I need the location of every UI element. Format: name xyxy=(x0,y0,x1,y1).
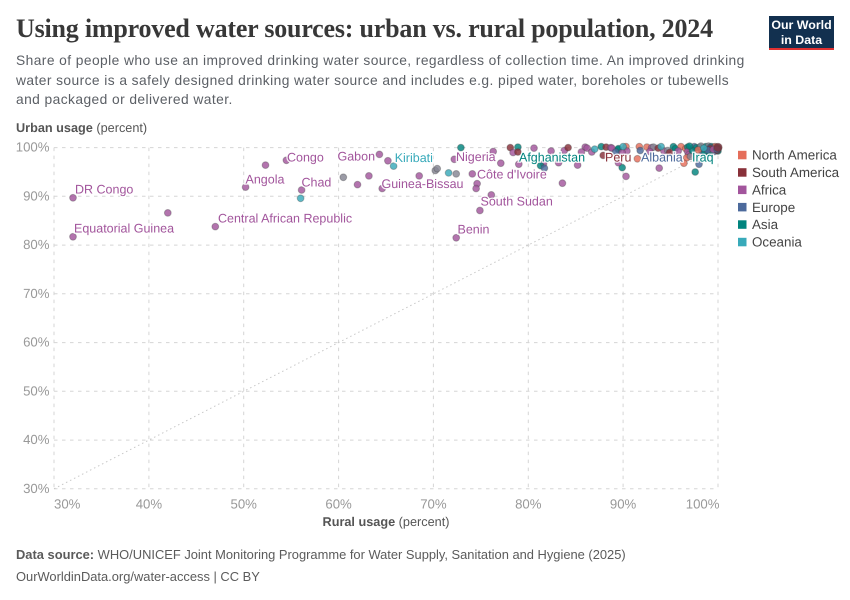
svg-text:South America: South America xyxy=(752,165,840,180)
svg-text:40%: 40% xyxy=(136,497,163,512)
svg-text:60%: 60% xyxy=(23,335,50,350)
svg-text:Afghanistan: Afghanistan xyxy=(519,151,585,165)
svg-text:Asia: Asia xyxy=(752,217,779,232)
svg-text:Europe: Europe xyxy=(752,200,795,215)
svg-text:30%: 30% xyxy=(54,497,81,512)
svg-text:South Sudan: South Sudan xyxy=(481,195,553,209)
svg-text:100%: 100% xyxy=(16,140,50,155)
svg-text:70%: 70% xyxy=(420,497,447,512)
svg-text:Peru: Peru xyxy=(605,151,631,165)
svg-text:Gabon: Gabon xyxy=(338,150,376,164)
svg-text:Oceania: Oceania xyxy=(752,235,802,250)
svg-text:Rural usage (percent): Rural usage (percent) xyxy=(323,515,450,529)
svg-text:Africa: Africa xyxy=(752,182,787,197)
svg-text:80%: 80% xyxy=(23,237,50,252)
svg-text:Equatorial Guinea: Equatorial Guinea xyxy=(74,222,174,236)
svg-text:90%: 90% xyxy=(23,188,50,203)
svg-text:70%: 70% xyxy=(23,286,50,301)
svg-text:30%: 30% xyxy=(23,481,50,496)
svg-text:Chad: Chad xyxy=(302,176,332,190)
svg-text:Congo: Congo xyxy=(287,151,324,165)
svg-text:Central African Republic: Central African Republic xyxy=(218,212,352,226)
svg-text:Benin: Benin xyxy=(458,222,490,236)
svg-text:50%: 50% xyxy=(23,383,50,398)
svg-text:Albania: Albania xyxy=(641,151,683,165)
svg-text:Kiribati: Kiribati xyxy=(395,151,433,165)
svg-text:Guinea-Bissau: Guinea-Bissau xyxy=(382,177,464,191)
svg-text:60%: 60% xyxy=(325,497,352,512)
svg-text:DR Congo: DR Congo xyxy=(75,183,133,197)
svg-text:Côte d'Ivoire: Côte d'Ivoire xyxy=(477,168,547,182)
svg-text:Iraq: Iraq xyxy=(692,151,714,165)
svg-text:Urban usage (percent): Urban usage (percent) xyxy=(16,121,147,135)
svg-text:100%: 100% xyxy=(686,497,720,512)
svg-text:North America: North America xyxy=(752,148,837,163)
svg-text:50%: 50% xyxy=(230,497,257,512)
svg-text:80%: 80% xyxy=(515,497,542,512)
svg-text:Nigeria: Nigeria xyxy=(456,150,496,164)
svg-text:90%: 90% xyxy=(610,497,637,512)
svg-text:Angola: Angola xyxy=(246,173,285,187)
svg-text:40%: 40% xyxy=(23,432,50,447)
